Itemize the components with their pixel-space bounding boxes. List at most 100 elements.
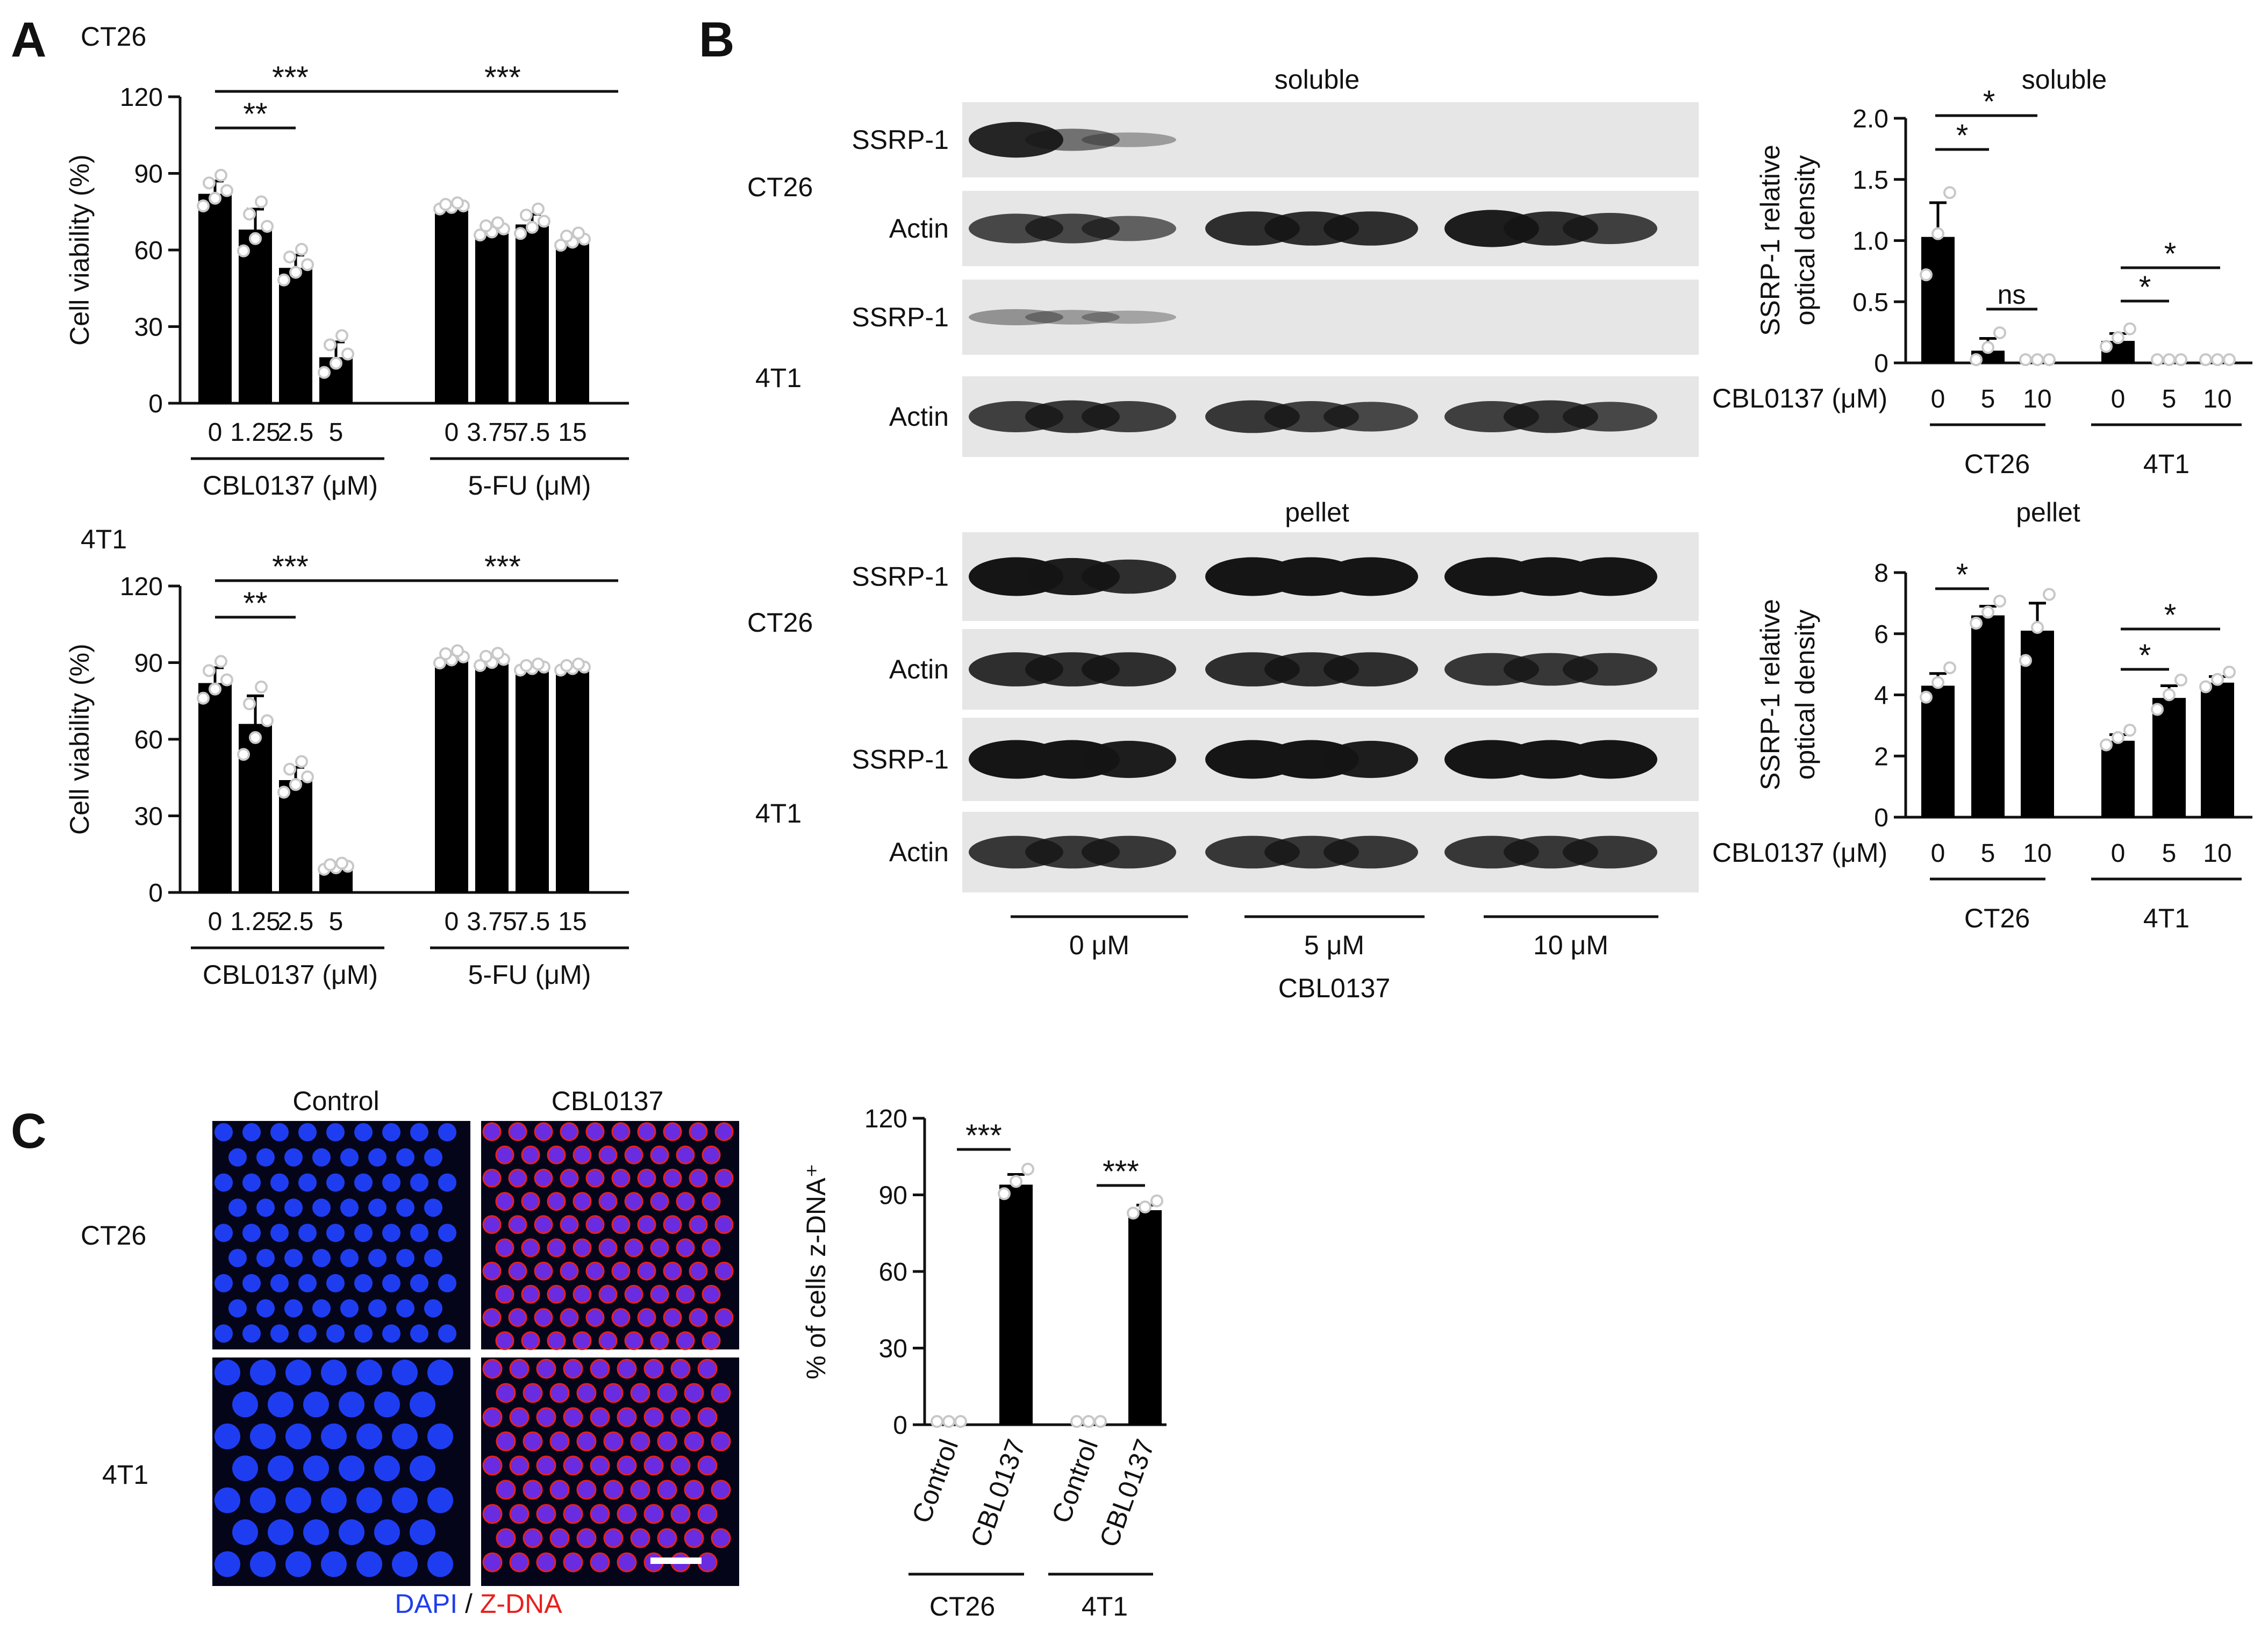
blot-band <box>1323 211 1418 246</box>
cell-nucleus <box>321 1487 347 1513</box>
cell-nucleus <box>374 1455 400 1482</box>
data-point <box>335 329 348 342</box>
blot-cell-line-ct26-pellet: CT26 <box>747 608 813 638</box>
data-point <box>214 655 227 668</box>
y-tick-label: 30 <box>879 1335 907 1363</box>
data-point <box>289 778 302 791</box>
data-point <box>261 714 274 727</box>
panel-a-top-cell-line: CT26 <box>81 22 146 52</box>
y-tick-label: 1.5 <box>1852 166 1888 195</box>
data-point <box>1943 186 1956 199</box>
cell-nucleus <box>298 1274 317 1292</box>
cell-nucleus <box>547 1238 566 1258</box>
cell-nucleus <box>598 1238 618 1258</box>
group-label-ct26: CT26 <box>929 1591 995 1621</box>
data-point <box>330 356 342 370</box>
data-point <box>1993 326 2006 339</box>
data-point <box>220 673 233 687</box>
cell-nucleus <box>547 1192 566 1211</box>
cell-nucleus <box>711 1383 731 1403</box>
data-point <box>1094 1415 1107 1428</box>
x-tick-label: 5 <box>2162 385 2177 413</box>
cell-nucleus <box>637 1215 656 1234</box>
cell-nucleus <box>643 1359 664 1379</box>
cell-nucleus <box>228 1299 247 1318</box>
cell-nucleus <box>521 1192 540 1211</box>
cell-nucleus <box>424 1198 442 1217</box>
data-point <box>277 785 290 799</box>
data-point <box>318 366 331 379</box>
cell-nucleus <box>547 1145 566 1164</box>
cell-nucleus <box>321 1360 347 1385</box>
cell-nucleus <box>670 1359 691 1379</box>
blot-band <box>1025 128 1120 151</box>
cell-nucleus <box>250 1423 276 1449</box>
cell-nucleus <box>617 1359 637 1379</box>
cell-nucleus <box>427 1360 453 1385</box>
sig-label: * <box>1956 118 1969 153</box>
y-tick-label: 30 <box>134 803 163 831</box>
x-tick-label: 0 <box>2111 839 2126 868</box>
data-point <box>2174 673 2187 687</box>
data-point <box>2211 353 2224 366</box>
data-point <box>1970 353 1983 366</box>
sig-label-long-left: *** <box>272 60 309 95</box>
x-tick-label: 0 <box>445 418 459 447</box>
sig-label: * <box>1983 84 1995 119</box>
data-point <box>560 659 573 672</box>
cell-nucleus <box>482 1122 502 1141</box>
cell-nucleus <box>534 1308 553 1327</box>
blot-band <box>1082 310 1176 324</box>
cell-nucleus <box>637 1168 656 1188</box>
cell-nucleus <box>270 1173 289 1192</box>
cell-nucleus <box>228 1148 247 1167</box>
blot-band <box>1323 835 1418 869</box>
cell-nucleus <box>585 1122 605 1141</box>
cell-nucleus <box>270 1123 289 1141</box>
cell-nucleus <box>495 1238 514 1258</box>
cell-nucleus <box>382 1123 400 1141</box>
cell-nucleus <box>382 1274 400 1292</box>
cell-nucleus <box>617 1455 637 1476</box>
cell-nucleus <box>617 1504 637 1524</box>
group-label-4t1: 4T1 <box>1082 1591 1128 1621</box>
group-label-5fu: 5-FU (μM) <box>468 470 591 501</box>
blot-strip <box>962 280 1699 355</box>
blot-band <box>1082 559 1176 594</box>
cell-nucleus <box>523 1431 543 1452</box>
cell-nucleus <box>563 1504 583 1524</box>
cell-nucleus <box>714 1122 734 1141</box>
x-tick-label: 0 <box>1931 385 1945 413</box>
x-tick-label: Control <box>1046 1435 1104 1527</box>
cell-nucleus <box>268 1455 294 1482</box>
cell-nucleus <box>598 1145 618 1164</box>
group-label-4t1: 4T1 <box>2143 903 2190 933</box>
cell-nucleus <box>697 1407 718 1427</box>
data-point <box>1981 341 1994 354</box>
blot-band <box>1563 557 1657 596</box>
data-point <box>197 691 210 705</box>
cell-nucleus <box>312 1249 331 1267</box>
cell-nucleus <box>410 1123 428 1141</box>
blot-protein-label: SSRP-1 <box>852 745 949 775</box>
cell-nucleus <box>495 1145 514 1164</box>
cell-nucleus <box>689 1261 708 1281</box>
fluorescence-micrographs <box>212 1121 739 1586</box>
cell-nucleus <box>714 1168 734 1188</box>
cell-nucleus <box>438 1123 456 1141</box>
cell-nucleus <box>598 1192 618 1211</box>
cell-nucleus <box>270 1274 289 1292</box>
cell-nucleus <box>356 1487 382 1513</box>
cell-nucleus <box>702 1192 721 1211</box>
cell-nucleus <box>508 1168 527 1188</box>
x-tick-label: 2.5 <box>278 418 314 447</box>
cell-nucleus <box>495 1192 514 1211</box>
cell-nucleus <box>250 1487 276 1513</box>
cell-nucleus <box>410 1173 428 1192</box>
y-tick-label: 0 <box>1874 804 1888 832</box>
cell-nucleus <box>521 1238 540 1258</box>
group-label-ct26: CT26 <box>1964 449 2030 479</box>
cell-nucleus <box>228 1249 247 1267</box>
sig-label-short: ** <box>243 97 267 132</box>
y-axis-label-line1: SSRP-1 relative <box>1755 145 1785 336</box>
